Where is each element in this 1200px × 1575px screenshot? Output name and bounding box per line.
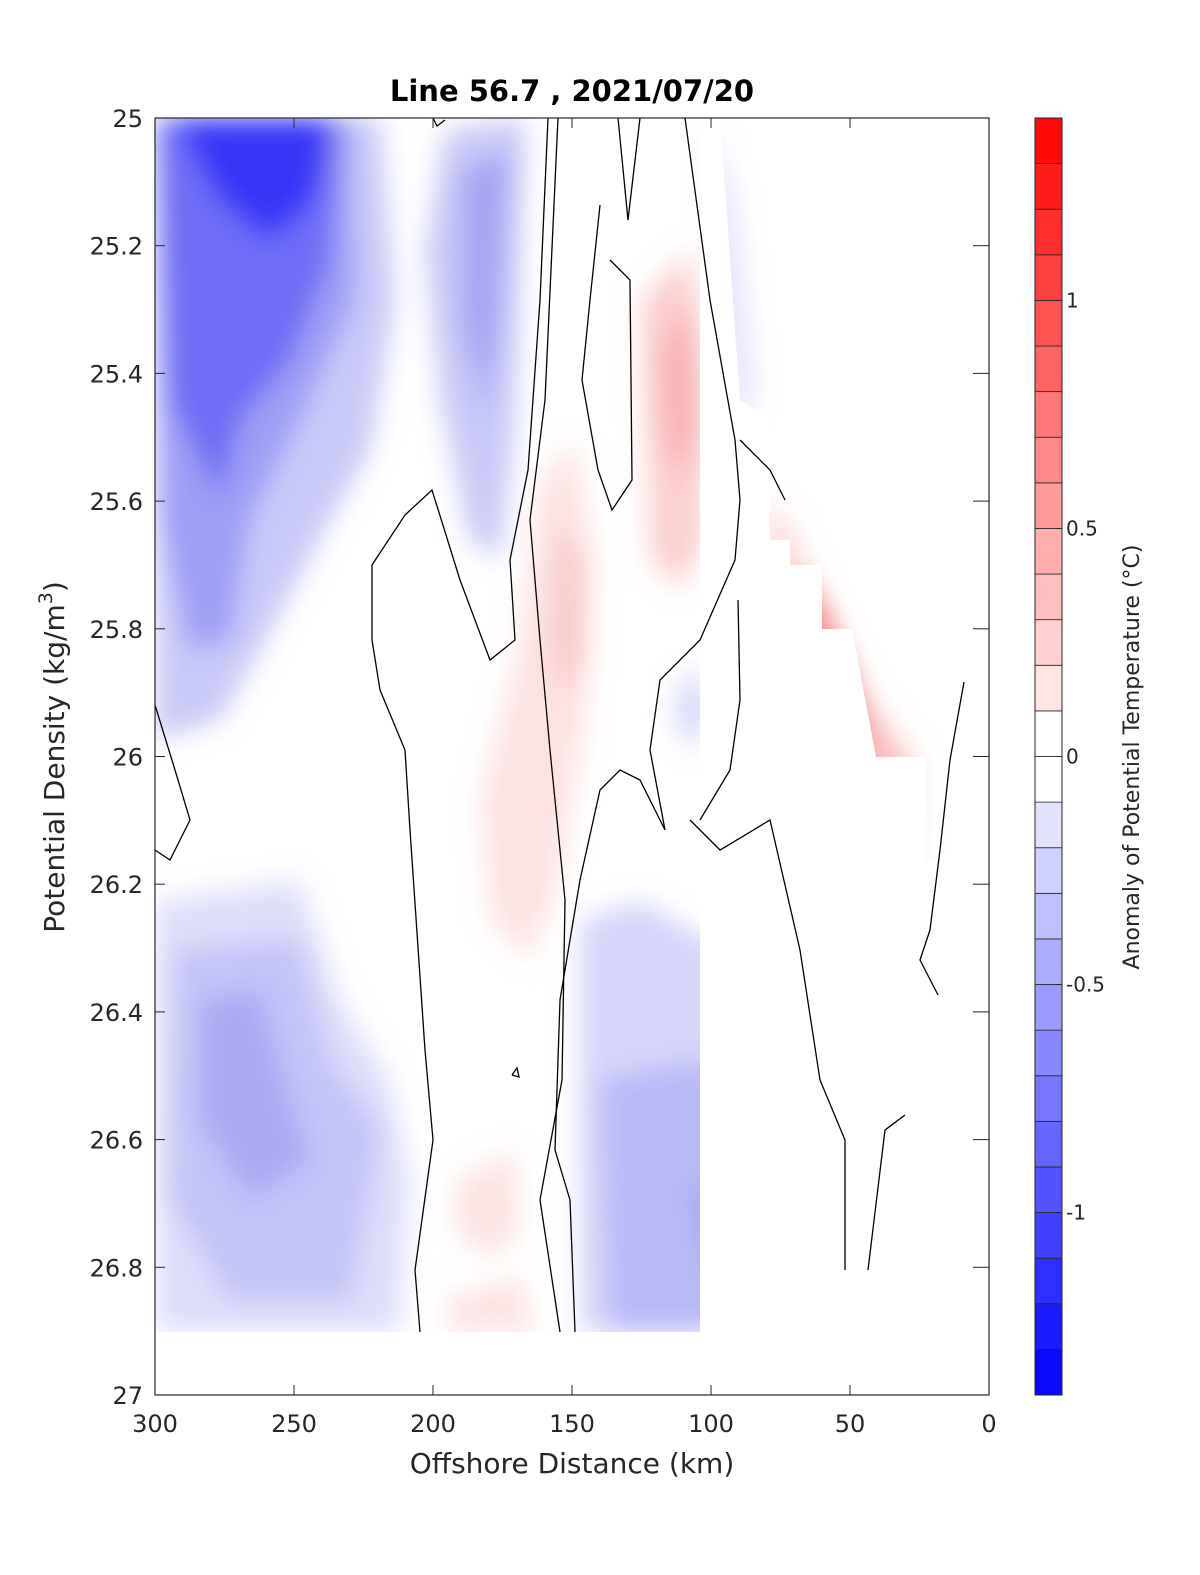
x-tick-label: 250: [271, 1410, 317, 1438]
y-tick-label: 25.4: [90, 360, 143, 388]
axis-ticks: [154, 117, 990, 1396]
colorbar-tick-label: -0.5: [1066, 973, 1105, 997]
colorbar-tick-label: 0: [1066, 745, 1079, 769]
x-tick-labels: 300 250 200 150 100 50 0: [132, 1410, 997, 1438]
colorbar-level: [1034, 117, 1063, 165]
colorbar: [1034, 117, 1063, 1396]
x-tick-label: 50: [835, 1410, 866, 1438]
colorbar-level: [1034, 938, 1063, 985]
warm-patch-lower: [455, 1150, 520, 1260]
y-tick-label: 25.8: [90, 616, 143, 644]
colorbar-level: [1034, 801, 1063, 849]
colorbar-level: [1034, 254, 1063, 301]
zero-contour-line: [919, 681, 965, 996]
colorbar-level: [1034, 1120, 1063, 1168]
colorbar-level: [1034, 573, 1063, 621]
y-tick-label: 25: [112, 105, 143, 133]
colorbar-tick-label: 0.5: [1066, 516, 1098, 540]
y-tick-label: 26.8: [90, 1254, 143, 1282]
chart-title: Line 56.7 , 2021/07/20: [390, 74, 754, 108]
colorbar-level: [1034, 528, 1063, 575]
warm-band-central-core: [555, 520, 582, 700]
colorbar-label: Anomaly of Potential Temperature (°C): [1120, 545, 1145, 970]
zero-contour-line: [554, 118, 741, 1333]
colorbar-level: [1034, 664, 1063, 712]
y-tick-label: 26: [112, 744, 143, 772]
x-tick-label: 150: [549, 1410, 595, 1438]
colorbar-level: [1034, 345, 1063, 393]
colorbar-ticks: -1 -0.5 0 0.5 1: [1056, 288, 1105, 1225]
colorbar-level: [1034, 847, 1063, 894]
colorbar-tick-label: 1: [1066, 288, 1079, 312]
y-tick-label: 26.2: [90, 871, 143, 899]
y-tick-labels: 25 25.2 25.4 25.6 25.8 26 26.2 26.4 26.6 26.8 27: [90, 105, 143, 1410]
zero-contour-line: [432, 118, 446, 127]
x-tick-label: 200: [410, 1410, 456, 1438]
colorbar-level: [1034, 1257, 1063, 1305]
colorbar-level: [1034, 163, 1063, 210]
colorbar-level: [1034, 208, 1063, 256]
colorbar-level: [1034, 984, 1063, 1031]
zero-contour-line: [155, 704, 191, 861]
colorbar-level: [1034, 710, 1063, 757]
colorbar-level: [1034, 1212, 1063, 1259]
colorbar-level: [1034, 1348, 1063, 1396]
colorbar-level: [1034, 892, 1063, 940]
warm-patch-bottom: [445, 1275, 535, 1332]
zero-contour-line: [511, 1066, 520, 1078]
zero-contour-line: [689, 818, 846, 1270]
y-tick-label: 25.2: [90, 233, 143, 261]
y-tick-label: 27: [112, 1382, 143, 1410]
x-tick-label: 100: [688, 1410, 734, 1438]
colorbar-level: [1034, 482, 1063, 529]
zero-contours: [155, 118, 965, 1333]
colorbar-level: [1034, 1166, 1063, 1213]
y-tick-label: 26.6: [90, 1127, 143, 1155]
y-tick-label: 25.6: [90, 488, 143, 516]
cold-region-upper-offshore-peak: [175, 118, 330, 240]
colorbar-level: [1034, 1303, 1063, 1350]
cold-band-mid-core: [460, 150, 510, 420]
colorbar-level: [1034, 391, 1063, 438]
zero-contour-line: [529, 118, 566, 1333]
zero-contour-line: [581, 204, 633, 512]
y-axis-label-superscript: 3: [35, 592, 57, 604]
colorbar-level: [1034, 756, 1063, 803]
zero-contour-line: [617, 118, 641, 221]
cold-region-lower-offshore-peak: [200, 990, 310, 1200]
zero-contour-line: [699, 599, 741, 821]
colorbar-level: [1034, 1029, 1063, 1077]
colorbar-level: [1034, 1075, 1063, 1122]
colorbar-level: [1034, 436, 1063, 484]
zero-contour-line: [739, 439, 786, 501]
zero-contour-line: [371, 118, 549, 1333]
colorbar-tick-label: -1: [1066, 1201, 1086, 1225]
warm-band-mid-core: [660, 300, 700, 480]
x-tick-label: 0: [981, 1410, 996, 1438]
colorbar-level: [1034, 300, 1063, 347]
y-axis-label: Potential Density (kg/m3): [35, 581, 71, 933]
x-axis-label: Offshore Distance (km): [410, 1447, 735, 1480]
x-tick-label: 300: [132, 1410, 178, 1438]
y-tick-label: 26.4: [90, 999, 143, 1027]
colorbar-level: [1034, 619, 1063, 666]
zero-contour-line: [867, 1114, 906, 1271]
